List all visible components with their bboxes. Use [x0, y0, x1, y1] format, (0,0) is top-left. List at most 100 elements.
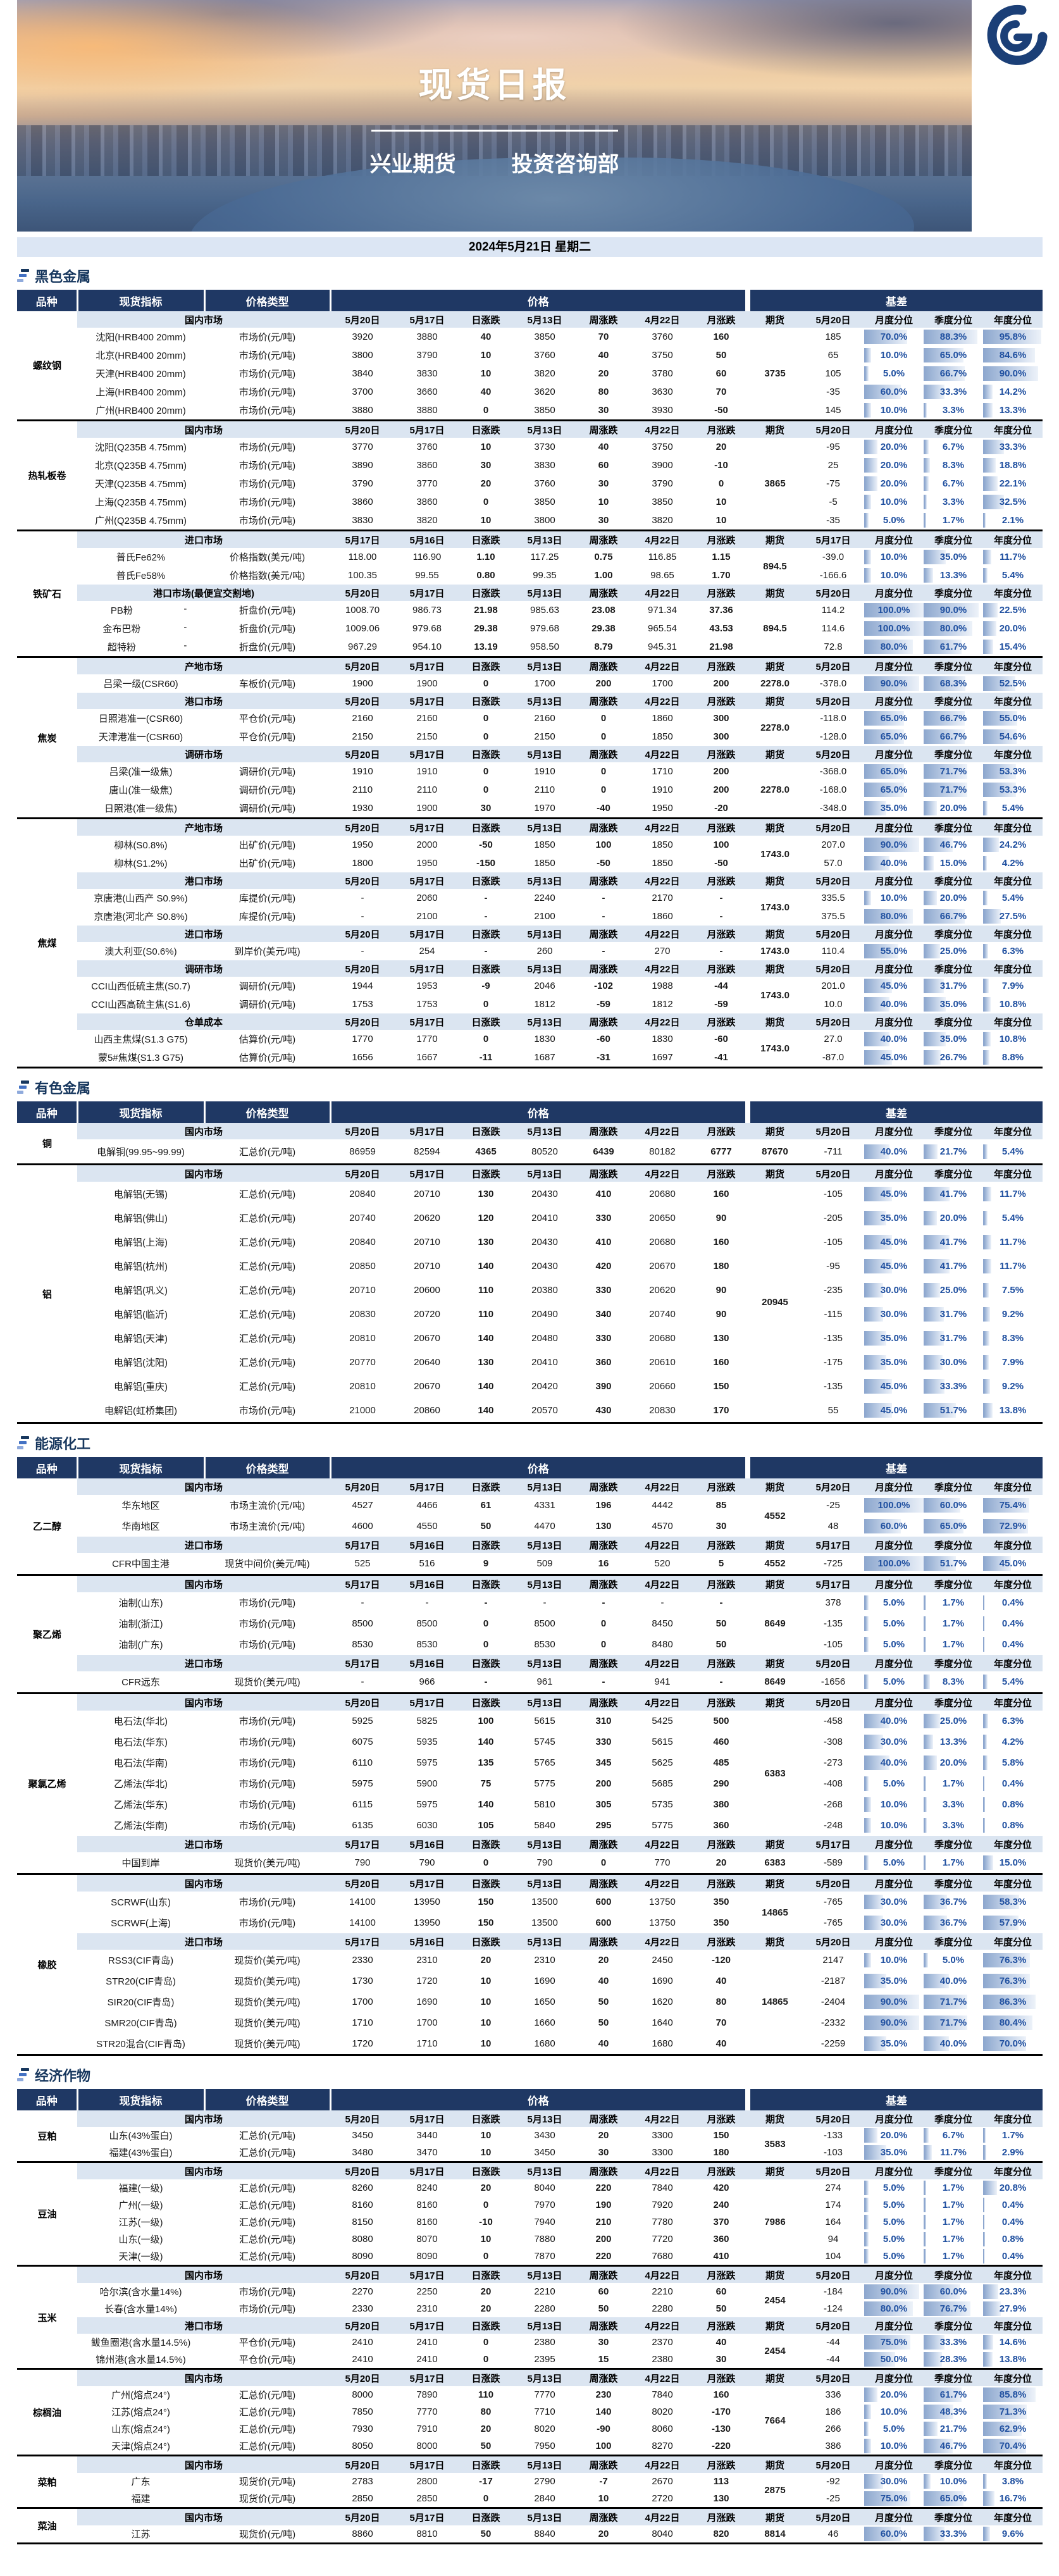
- quarterly-pct-cell: 66.7%: [924, 728, 984, 746]
- price-cell: 1950: [395, 854, 459, 872]
- monthly-pct-cell: 10.0%: [864, 346, 924, 364]
- pct-wrap: 14.2%: [983, 385, 1043, 399]
- price-cell: 1687: [512, 1048, 577, 1068]
- indicator-cell: 哈尔滨(含水量14%): [77, 2283, 204, 2300]
- price-cell: 3440: [395, 2127, 459, 2144]
- yearly-pct-cell: 11.7%: [983, 548, 1043, 566]
- yearly-pct-cell: 76.3%: [983, 1971, 1043, 1991]
- column-header: 5月13日: [512, 419, 577, 438]
- column-header: 年度分位: [983, 1873, 1043, 1892]
- pct-wrap: 7.9%: [983, 979, 1043, 993]
- column-header: 季度分位: [924, 746, 984, 762]
- pct-value: 10.0%: [880, 405, 908, 416]
- pct-wrap: 10.0%: [864, 495, 924, 509]
- pct-bar: [924, 1797, 927, 1812]
- column-header: 周涨跌: [577, 960, 630, 977]
- data-row: 乙烯法(华东) 市场价(元/吨) 6115 5975 140 5810 305 5735 380…: [17, 1794, 1043, 1815]
- basis-cell: -2259: [802, 2033, 865, 2055]
- column-header: 4月22日: [630, 1123, 695, 1139]
- pct-bar: [864, 640, 913, 654]
- futures-cell: 4552: [748, 1495, 803, 1537]
- pct-wrap: 10.0%: [864, 403, 924, 418]
- data-row: 广州(Q235B 4.75mm) 市场价(元/吨) 3830 3820 10 3800 30…: [17, 511, 1043, 531]
- variety-cell: 菜油: [17, 2507, 77, 2544]
- column-header: 月涨跌: [695, 1574, 748, 1592]
- pct-bar: [983, 2439, 1027, 2453]
- column-header: 季度分位: [924, 1537, 984, 1553]
- pct-bar: [864, 550, 872, 564]
- price-type-cell: 汇总价(元/吨): [204, 1206, 330, 1230]
- indicator-cell: 广东: [77, 2473, 204, 2490]
- basis-cell: -44: [802, 2334, 865, 2351]
- column-header: 周涨跌: [577, 419, 630, 438]
- week-change-cell: 15: [577, 2351, 630, 2369]
- pct-wrap: 65.0%: [864, 729, 924, 744]
- basis-cell: 94: [802, 2231, 865, 2248]
- column-header: 季度分位: [924, 585, 984, 601]
- variety-header: 品种: [17, 1457, 77, 1478]
- month-change-cell: 300: [695, 709, 748, 728]
- market-label: 港口市场: [77, 2317, 330, 2334]
- pct-value: 40.0%: [880, 999, 908, 1010]
- monthly-pct-cell: 40.0%: [864, 995, 924, 1013]
- pct-bar: [924, 1330, 944, 1346]
- quarterly-pct-cell: 61.7%: [924, 638, 984, 657]
- data-row: 山东(熔点24°) 汇总价(元/吨) 7930 7910 20 8020 -90 8060 -1…: [17, 2420, 1043, 2437]
- price-cell: 2170: [630, 889, 695, 907]
- price-type-cell: 平仓价(元/吨): [204, 728, 330, 746]
- price-cell: 8840: [512, 2525, 577, 2544]
- price-cell: 270: [630, 942, 695, 960]
- column-header: 年度分位: [983, 1123, 1043, 1139]
- pct-wrap: 75.0%: [864, 2491, 924, 2506]
- pct-wrap: 23.3%: [983, 2284, 1043, 2299]
- column-header: 5月20日: [802, 656, 865, 674]
- price-cell: 100.35: [330, 566, 395, 585]
- quarterly-pct-cell: 3.3%: [924, 493, 984, 511]
- column-header: 4月22日: [630, 311, 695, 328]
- price-cell: 7890: [395, 2386, 459, 2403]
- data-row: 福建(43%蛋白) 汇总价(元/吨) 3480 3470 10 3450 30 3300 180…: [17, 2144, 1043, 2162]
- pct-bar: [864, 1050, 893, 1065]
- column-header: 5月20日: [330, 2368, 395, 2386]
- column-header: 周涨跌: [577, 2507, 630, 2525]
- pct-wrap: 65.0%: [864, 783, 924, 797]
- price-cell: 2150: [395, 728, 459, 746]
- pct-bar: [983, 1354, 989, 1370]
- column-header: 5月16日: [395, 1574, 459, 1592]
- pct-bar: [983, 729, 1017, 744]
- table-head: 品种 现货指标 价格类型 价格 基差: [17, 1101, 1043, 1123]
- quarterly-pct-cell: 51.7%: [924, 1553, 984, 1575]
- price-cell: 3930: [630, 401, 695, 421]
- yearly-pct-cell: 5.4%: [983, 1671, 1043, 1694]
- day-change-cell: 0: [459, 2351, 512, 2369]
- price-cell: 2210: [630, 2283, 695, 2300]
- pct-wrap: 3.3%: [924, 403, 983, 418]
- quarterly-pct-cell: 80.0%: [924, 619, 984, 638]
- pct-value: 90.0%: [880, 2286, 908, 2297]
- day-change-cell: 100: [459, 1711, 512, 1731]
- pct-wrap: 13.3%: [983, 403, 1043, 418]
- pct-wrap: 60.0%: [924, 1498, 983, 1513]
- monthly-pct-cell: 100.0%: [864, 1553, 924, 1575]
- futures-cell: 2278.0: [748, 762, 803, 819]
- pct-value: 1.7%: [942, 2217, 965, 2227]
- data-row: STR20混合(CIF青岛) 现货价(美元/吨) 1720 1710 10 1680 40 1…: [17, 2033, 1043, 2055]
- column-header: 期货: [748, 746, 803, 762]
- pct-bar: [983, 944, 988, 958]
- pct-wrap: 65.0%: [924, 1519, 983, 1533]
- column-header: 周涨跌: [577, 1123, 630, 1139]
- price-type-cell: 市场价(元/吨): [204, 1815, 330, 1836]
- main-header-row: 品种 现货指标 价格类型 价格 基差: [17, 290, 1043, 311]
- pct-value: 80.0%: [880, 2303, 908, 2314]
- indicator-cell: 电解铝(天津): [77, 1326, 204, 1350]
- month-change-cell: 150: [695, 1374, 748, 1398]
- month-change-cell: 350: [695, 1912, 748, 1933]
- market-label: 进口市场: [77, 1655, 330, 1671]
- price-cell: -: [395, 1592, 459, 1613]
- pct-wrap: 7.9%: [983, 1354, 1043, 1370]
- column-header: 月度分位: [864, 1013, 924, 1030]
- pct-value: 20.8%: [999, 2183, 1027, 2193]
- column-header: 5月20日: [330, 2455, 395, 2473]
- column-header: 周涨跌: [577, 529, 630, 548]
- basis-cell: 72.8: [802, 638, 865, 657]
